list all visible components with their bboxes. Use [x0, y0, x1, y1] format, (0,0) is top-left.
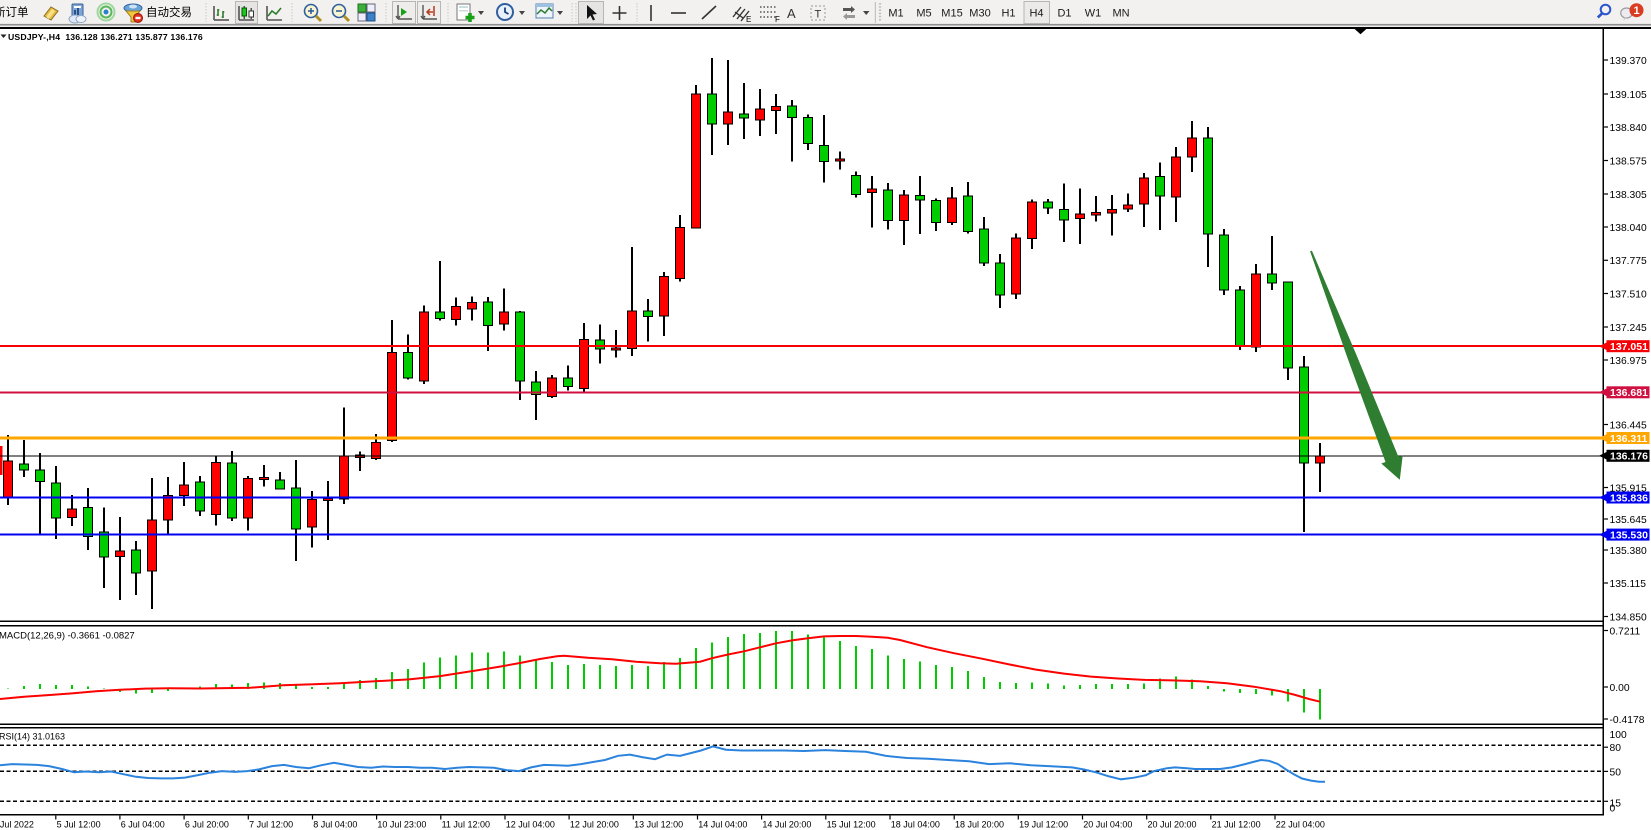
svg-text:100: 100 — [1610, 730, 1627, 741]
svg-text:MN: MN — [1112, 8, 1129, 20]
svg-text:12 Jul 04:00: 12 Jul 04:00 — [506, 819, 555, 829]
svg-text:M5: M5 — [916, 8, 931, 20]
svg-text:T: T — [815, 9, 822, 21]
svg-text:自动交易: 自动交易 — [146, 5, 192, 19]
svg-text:0.7211: 0.7211 — [1610, 626, 1641, 637]
svg-text:M15: M15 — [941, 8, 962, 20]
svg-text:135.645: 135.645 — [1610, 515, 1647, 526]
svg-text:RSI(14) 31.0163: RSI(14) 31.0163 — [0, 732, 65, 742]
svg-text:14 Jul 20:00: 14 Jul 20:00 — [762, 819, 811, 829]
svg-text:H1: H1 — [1001, 8, 1015, 20]
svg-text:1: 1 — [1633, 5, 1639, 17]
svg-text:136.681: 136.681 — [1610, 387, 1648, 399]
svg-text:136.176: 136.176 — [1610, 451, 1648, 463]
svg-text:135.380: 135.380 — [1610, 546, 1647, 557]
svg-text:138.305: 138.305 — [1610, 190, 1647, 201]
svg-text:137.051: 137.051 — [1610, 341, 1648, 353]
svg-text:0.00: 0.00 — [1610, 683, 1630, 694]
svg-text:13 Jul 12:00: 13 Jul 12:00 — [634, 819, 683, 829]
svg-text:F: F — [775, 15, 780, 24]
svg-text:135.915: 135.915 — [1610, 483, 1647, 494]
svg-text:7 Jul 12:00: 7 Jul 12:00 — [249, 819, 293, 829]
svg-text:18 Jul 20:00: 18 Jul 20:00 — [955, 819, 1004, 829]
svg-text:-0.4178: -0.4178 — [1610, 715, 1645, 726]
svg-text:135.530: 135.530 — [1610, 530, 1648, 542]
svg-text:8 Jul 04:00: 8 Jul 04:00 — [313, 819, 357, 829]
svg-text:E: E — [746, 15, 751, 24]
svg-text:135.115: 135.115 — [1610, 579, 1647, 590]
svg-text:4 Jul 2022: 4 Jul 2022 — [0, 819, 34, 829]
svg-text:14 Jul 04:00: 14 Jul 04:00 — [698, 819, 747, 829]
svg-text:6 Jul 20:00: 6 Jul 20:00 — [185, 819, 229, 829]
svg-text:135.836: 135.836 — [1610, 492, 1648, 504]
svg-text:15: 15 — [1610, 799, 1622, 810]
svg-text:5 Jul 12:00: 5 Jul 12:00 — [57, 819, 101, 829]
svg-text:138.575: 138.575 — [1610, 156, 1647, 167]
svg-text:M1: M1 — [888, 8, 903, 20]
svg-text:19 Jul 12:00: 19 Jul 12:00 — [1019, 819, 1068, 829]
svg-text:USDJPY-,H4 136.128 136.271 13: USDJPY-,H4 136.128 136.271 135.877 136.1… — [8, 32, 203, 42]
svg-text:136.975: 136.975 — [1610, 356, 1647, 367]
svg-text:20 Jul 20:00: 20 Jul 20:00 — [1148, 819, 1197, 829]
svg-text:137.245: 137.245 — [1610, 323, 1647, 334]
svg-text:50: 50 — [1610, 768, 1622, 779]
svg-text:MACD(12,26,9) -0.3661 -0.0827: MACD(12,26,9) -0.3661 -0.0827 — [0, 631, 135, 642]
svg-text:21 Jul 12:00: 21 Jul 12:00 — [1212, 819, 1261, 829]
svg-text:138.040: 138.040 — [1610, 223, 1647, 234]
svg-text:D1: D1 — [1057, 8, 1071, 20]
svg-text:A: A — [787, 6, 796, 21]
svg-text:139.370: 139.370 — [1610, 56, 1647, 67]
svg-text:139.105: 139.105 — [1610, 90, 1647, 101]
svg-text:137.775: 137.775 — [1610, 256, 1647, 267]
svg-text:0: 0 — [1610, 803, 1616, 814]
svg-text:18 Jul 04:00: 18 Jul 04:00 — [891, 819, 940, 829]
svg-text:12 Jul 20:00: 12 Jul 20:00 — [570, 819, 619, 829]
svg-text:15 Jul 12:00: 15 Jul 12:00 — [827, 819, 876, 829]
svg-text:136.311: 136.311 — [1610, 433, 1648, 445]
svg-text:6 Jul 04:00: 6 Jul 04:00 — [121, 819, 165, 829]
svg-text:W1: W1 — [1085, 8, 1102, 20]
svg-text:10 Jul 23:00: 10 Jul 23:00 — [377, 819, 426, 829]
svg-text:H4: H4 — [1029, 8, 1043, 20]
svg-text:136.445: 136.445 — [1610, 420, 1647, 431]
svg-text:80: 80 — [1610, 743, 1622, 754]
svg-text:新订单: 新订单 — [0, 5, 29, 19]
svg-text:138.840: 138.840 — [1610, 123, 1647, 134]
svg-text:20 Jul 04:00: 20 Jul 04:00 — [1083, 819, 1132, 829]
svg-text:22 Jul 04:00: 22 Jul 04:00 — [1276, 819, 1325, 829]
svg-text:11 Jul 12:00: 11 Jul 12:00 — [442, 819, 490, 829]
svg-text:137.510: 137.510 — [1610, 289, 1647, 300]
svg-text:M30: M30 — [969, 8, 990, 20]
svg-text:134.850: 134.850 — [1610, 612, 1647, 623]
